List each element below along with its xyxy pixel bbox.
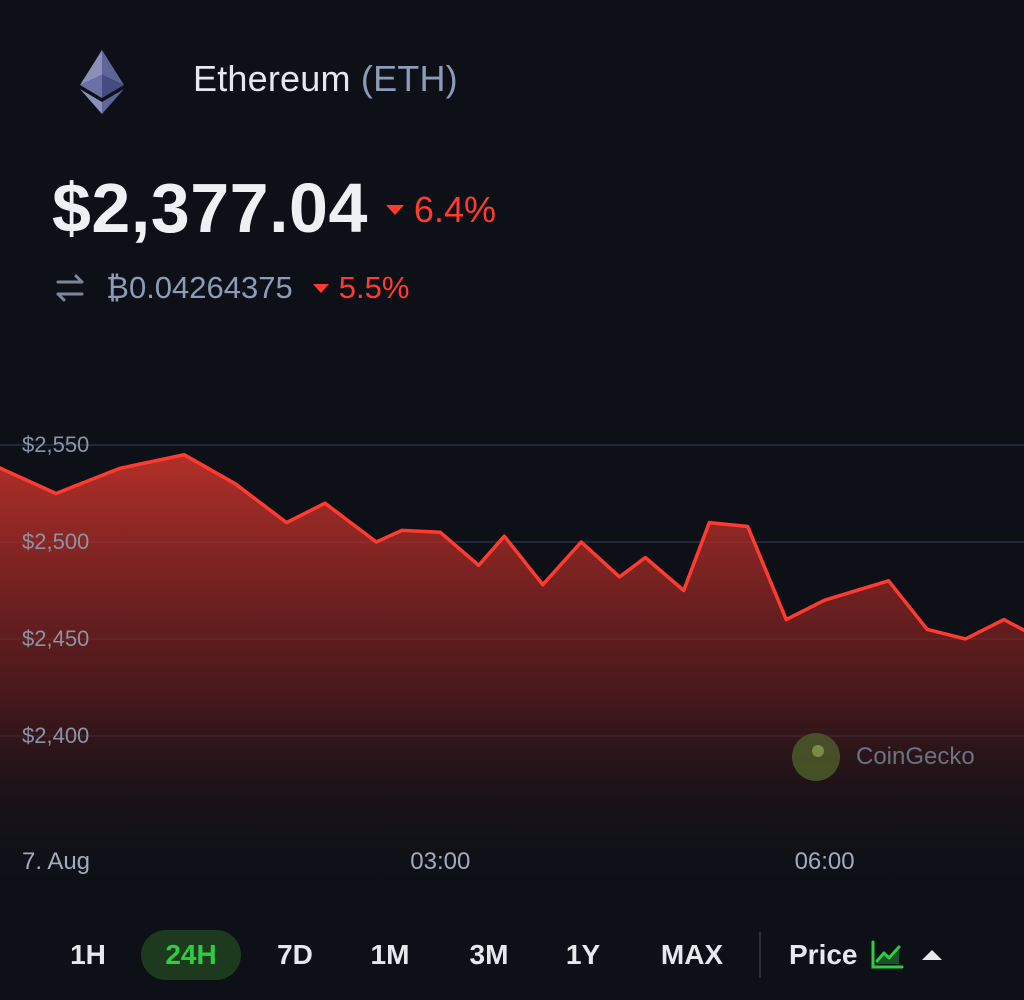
x-axis-ticks: 7. Aug03:0006:0009:0012:0015:0018:0021:0… [22, 848, 855, 875]
y-tick-label: $2,550 [22, 432, 89, 457]
swap-arrows-icon [56, 274, 84, 302]
coin-symbol: (ETH) [360, 58, 458, 99]
btc-change: 5.5% [312, 270, 410, 306]
x-tick-label: 03:00 [410, 848, 470, 875]
ethereum-logo-icon [80, 50, 124, 114]
time-range-selector: 1H 24H 7D 1M 3M 1Y MAX Price [0, 930, 1024, 982]
y-axis-ticks: $2,550 $2,500 $2,450 $2,400 [22, 432, 89, 748]
btc-price-row: ₿0.04264375 5.5% [52, 270, 409, 306]
y-tick-label: $2,500 [22, 529, 89, 554]
range-button-1m[interactable]: 1M [370, 939, 410, 970]
coin-title: Ethereum (ETH) [193, 58, 458, 100]
usd-change-value: 6.4% [413, 189, 496, 230]
y-tick-label: $2,400 [22, 723, 89, 748]
btc-change-value: 5.5% [338, 270, 410, 305]
chevron-up-icon [921, 950, 942, 960]
divider [759, 932, 761, 978]
range-button-7d[interactable]: 7D [277, 939, 313, 970]
range-button-1y[interactable]: 1Y [565, 939, 601, 970]
y-tick-label: $2,450 [22, 626, 89, 651]
range-button-24h[interactable]: 24H [141, 930, 241, 980]
coingecko-watermark: CoinGecko [792, 733, 975, 781]
range-button-max[interactable]: MAX [660, 939, 724, 970]
x-tick-label: 06:00 [795, 848, 855, 875]
btc-price: ₿0.04264375 [106, 270, 293, 305]
watermark-text: CoinGecko [856, 743, 975, 770]
down-arrow-icon [312, 283, 329, 293]
range-button-3m[interactable]: 3M [469, 939, 509, 970]
down-arrow-icon [385, 205, 404, 215]
price-area [0, 454, 1024, 890]
price-chart-toggle[interactable]: Price [789, 930, 942, 980]
usd-change: 6.4% [385, 189, 496, 231]
toggle-label: Price [789, 939, 858, 970]
line-chart-icon [871, 940, 903, 969]
range-button-1h[interactable]: 1H [70, 939, 106, 970]
price-row: $2,377.04 6.4% [52, 168, 496, 248]
coin-name: Ethereum [193, 58, 351, 99]
price-chart[interactable]: $2,550 $2,500 $2,450 $2,400 7. Aug 03:00 06:0… [0, 420, 1024, 890]
x-tick-label: 7. Aug [22, 848, 90, 875]
coingecko-logo-icon [792, 733, 840, 781]
price-line [0, 452, 1024, 641]
usd-price: $2,377.04 [52, 169, 368, 247]
